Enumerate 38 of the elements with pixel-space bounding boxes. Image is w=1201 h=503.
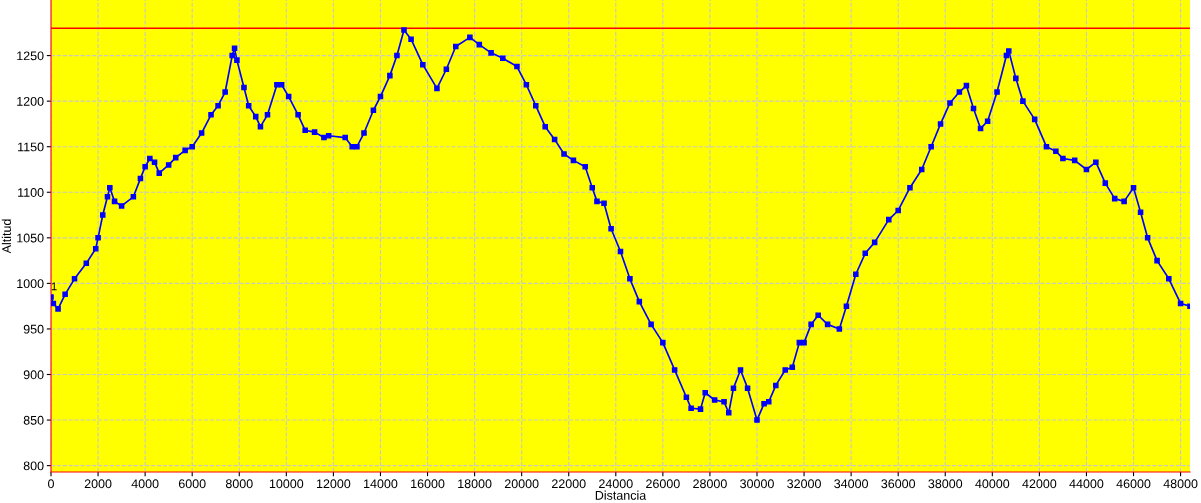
x-tick-label: 48000 [1163,479,1198,489]
x-tick-label: 20000 [504,479,539,489]
x-tick-label: 38000 [928,479,963,489]
x-tick-label: 18000 [458,479,492,489]
x-tick-label: 40000 [975,479,1010,489]
y-axis-title: Altitud [1,219,11,254]
y-tick-label: 1050 [17,233,44,243]
y-tick-label: 800 [23,461,44,471]
x-tick-label: 14000 [364,479,398,489]
x-tick-label: 36000 [881,479,916,489]
x-tick-label: 2000 [84,479,112,489]
annotation: 1 [51,282,57,291]
x-axis-title: Distancia [595,490,647,500]
x-tick-label: 46000 [1116,479,1151,489]
x-tick-label: 42000 [1022,479,1057,489]
x-tick-label: 26000 [646,479,680,489]
y-tick-label: 850 [23,415,44,425]
y-tick-label: 1250 [17,51,44,61]
x-tick-label: 28000 [693,479,727,489]
y-tick-label: 1150 [18,142,44,152]
x-tick-label: 0 [48,479,54,489]
x-tick-label: 4000 [131,479,159,489]
x-tick-label: 12000 [316,479,351,489]
x-tick-label: 8000 [225,479,253,489]
x-tick-label: 24000 [599,479,633,489]
x-tick-label: 44000 [1069,479,1104,489]
x-tick-label: 32000 [787,479,821,489]
y-tick-label: 900 [23,370,44,380]
y-tick-label: 1200 [17,96,44,106]
y-tick-label: 1100 [18,188,44,197]
x-tick-label: 16000 [411,479,445,489]
x-tick-label: 34000 [834,479,869,489]
x-tick-label: 30000 [740,479,774,489]
y-tick-label: 1000 [17,279,44,289]
x-tick-label: 22000 [551,479,586,489]
x-tick-label: 10000 [269,479,304,489]
y-tick-label: 950 [23,324,44,334]
x-tick-label: 6000 [178,479,206,489]
